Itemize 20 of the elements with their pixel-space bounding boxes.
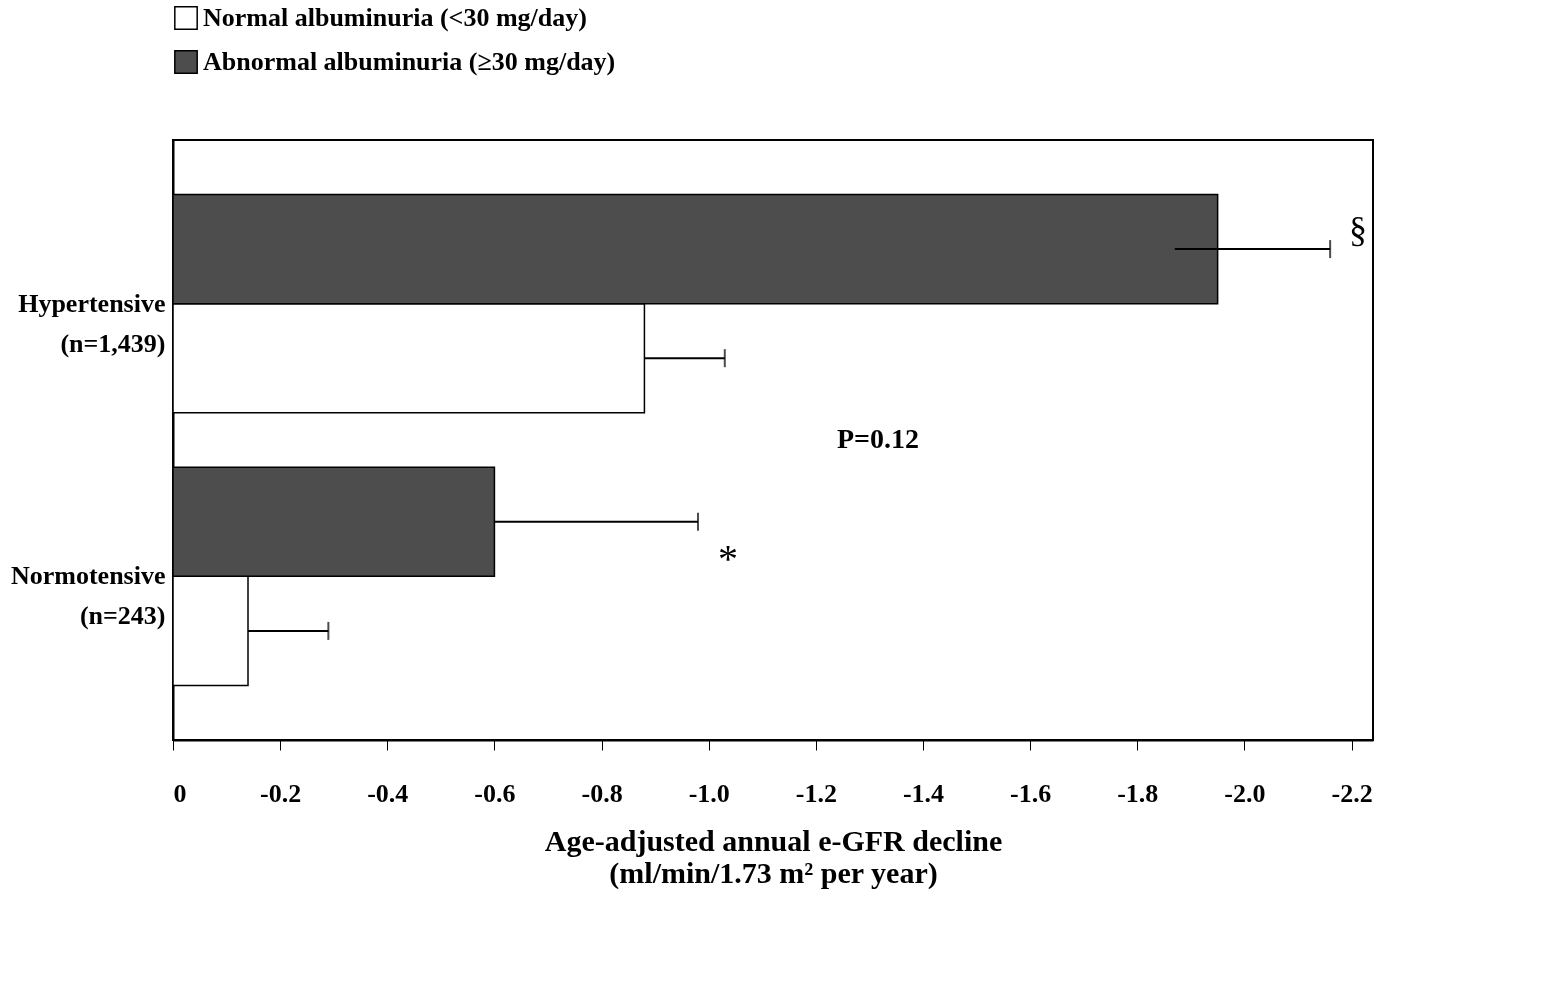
legend-label: Abnormal albuminuria (≥30 mg/day) xyxy=(203,47,616,76)
x-tick-label: -0.4 xyxy=(367,778,409,808)
x-tick-label: -2.0 xyxy=(1224,778,1266,808)
annotation: P=0.12 xyxy=(836,423,920,454)
x-tick-label: -0.8 xyxy=(581,778,623,808)
annotation: § xyxy=(1349,209,1367,249)
x-tick-label: 0 xyxy=(173,778,187,808)
x-tick-label: -2.2 xyxy=(1331,778,1373,808)
x-tick-label: -0.6 xyxy=(474,778,516,808)
legend-label: Normal albuminuria (<30 mg/day) xyxy=(203,3,587,32)
annotation: * xyxy=(718,536,738,581)
x-tick-label: -1.0 xyxy=(688,778,730,808)
x-axis-title: Age-adjusted annual e-GFR decline (ml/min/1.73 m² per year) xyxy=(544,823,1003,890)
y-tick-label: Hypertensive (n=1,439) xyxy=(18,288,166,358)
x-tick-label: -1.6 xyxy=(1010,778,1052,808)
x-tick-label: -1.4 xyxy=(902,778,945,808)
x-tick-label: -0.2 xyxy=(260,778,302,808)
y-tick-label: Normotensive (n=243) xyxy=(10,561,166,631)
x-tick-label: -1.8 xyxy=(1117,778,1159,808)
x-tick-label: -1.2 xyxy=(795,778,837,808)
